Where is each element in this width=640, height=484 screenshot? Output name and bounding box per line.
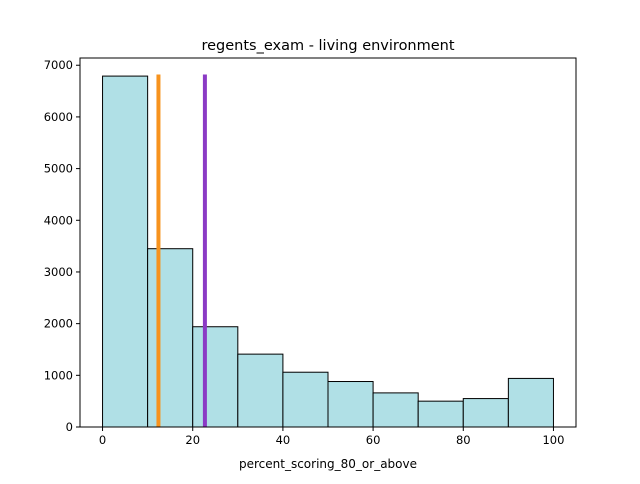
y-tick-label-1: 1000 bbox=[44, 368, 73, 382]
x-tick-label-0: 0 bbox=[99, 433, 106, 447]
y-tick-label-4: 4000 bbox=[44, 213, 73, 227]
y-tick-label-7: 7000 bbox=[44, 58, 73, 72]
histogram-bar-9 bbox=[507, 377, 554, 428]
y-tick-label-6: 6000 bbox=[44, 110, 73, 124]
y-tick-label-3: 3000 bbox=[44, 265, 73, 279]
histogram-bar-2 bbox=[192, 326, 239, 428]
reference-lines-group bbox=[156, 74, 207, 427]
histogram-bar-4 bbox=[282, 371, 329, 428]
histogram-bar-1 bbox=[147, 248, 194, 428]
histogram-bar-0 bbox=[102, 75, 149, 428]
histogram-bar-8 bbox=[462, 398, 509, 428]
histogram-bar-6 bbox=[372, 392, 419, 428]
x-tick-label-5: 100 bbox=[542, 433, 564, 447]
x-tick-label-2: 40 bbox=[276, 433, 291, 447]
histogram-bar-5 bbox=[327, 381, 374, 428]
y-tick-label-5: 5000 bbox=[44, 162, 73, 176]
y-axis: 0 1000 2000 3000 4000 5000 6000 7000 bbox=[44, 58, 80, 434]
histogram-bar-7 bbox=[417, 400, 464, 428]
plot-frame bbox=[79, 57, 577, 428]
x-tick-label-1: 20 bbox=[185, 433, 200, 447]
x-axis: 0 20 40 60 80 100 bbox=[99, 427, 564, 447]
histogram-bar-3 bbox=[237, 353, 284, 428]
y-tick-label-2: 2000 bbox=[44, 317, 73, 331]
y-tick-label-0: 0 bbox=[66, 420, 73, 434]
x-axis-label: percent_scoring_80_or_above bbox=[239, 457, 417, 471]
chart-title: regents_exam - living environment bbox=[201, 38, 454, 54]
bars-group bbox=[102, 75, 554, 428]
x-tick-label-4: 80 bbox=[456, 433, 471, 447]
x-tick-label-3: 60 bbox=[366, 433, 381, 447]
